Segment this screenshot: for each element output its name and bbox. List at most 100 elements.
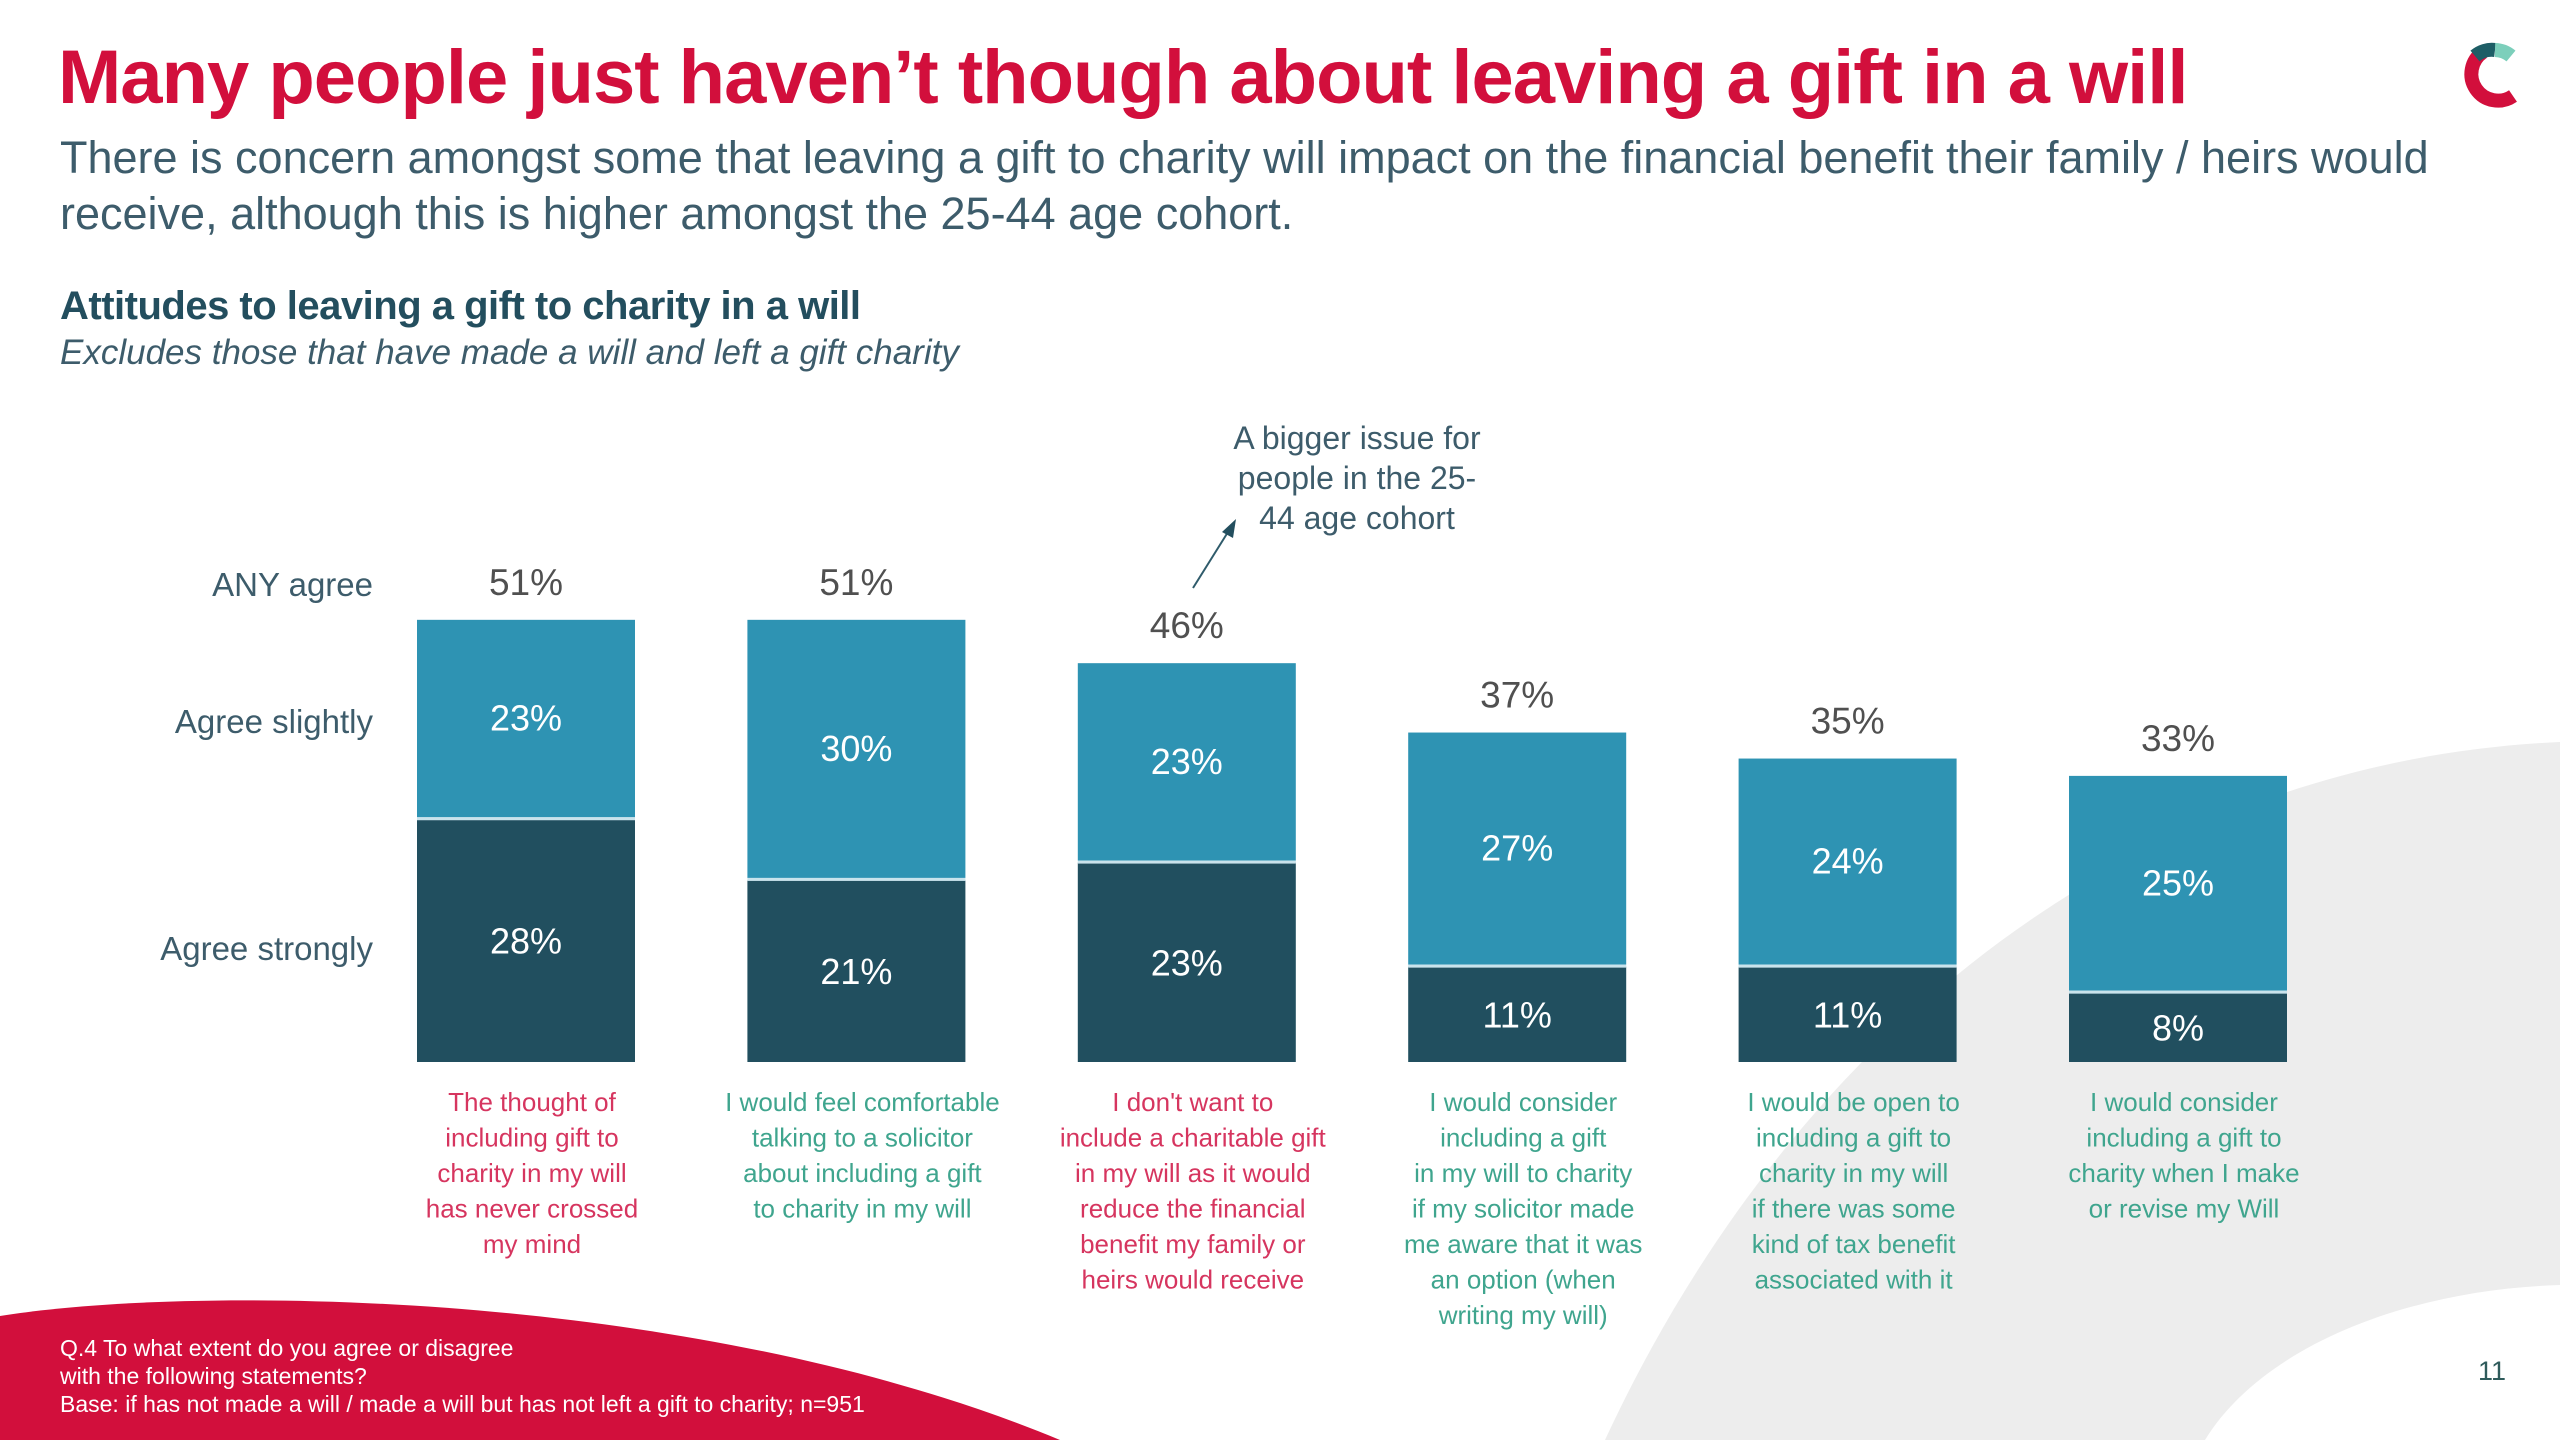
bar-group-4: 11% 27% 37% I would consider including a gif…	[1404, 675, 1642, 1330]
category-label-line: heirs would receive	[1082, 1265, 1305, 1295]
category-label: I don't want to include a charitable gift…	[1060, 1087, 1327, 1295]
bar-segment-agree-strongly	[1738, 966, 1957, 1062]
bar-segment-agree-slightly	[1077, 663, 1296, 861]
bar-segment-agree-slightly	[1408, 732, 1627, 965]
category-label-line: about including a gift	[743, 1158, 982, 1188]
footer-question-line-2: with the following statements?	[60, 1363, 367, 1389]
category-label-line: writing my will)	[1438, 1300, 1608, 1330]
category-label-line: including a gift to	[2086, 1123, 2281, 1153]
data-label-agree-slightly: 25%	[2142, 862, 2214, 903]
category-label-line: including a gift to	[1756, 1123, 1951, 1153]
bar-segment-agree-strongly	[1077, 862, 1296, 1062]
footer-red-arc	[0, 1300, 1060, 1440]
slide-subtitle: There is concern amongst some that leavi…	[60, 132, 2429, 239]
bar-segment-agree-strongly	[1408, 966, 1627, 1062]
bar-group-6: 8% 25% 33% I would consider including a gift…	[2068, 718, 2299, 1224]
logo-red-arc	[2464, 46, 2517, 108]
category-label-line: charity in my will	[1759, 1158, 1948, 1188]
bar-segment-agree-strongly	[747, 879, 966, 1062]
logo-light-segment	[2494, 43, 2516, 62]
category-label-line: charity in my will	[437, 1158, 626, 1188]
category-label-line: my mind	[483, 1229, 581, 1259]
annotation-line-1: A bigger issue for	[1233, 420, 1481, 456]
data-label-agree-slightly: 30%	[820, 728, 892, 769]
bar-segment-agree-slightly	[2069, 775, 2287, 991]
bar-segment-agree-slightly	[747, 619, 966, 878]
row-label-agree-slightly: Agree slightly	[175, 703, 374, 740]
slide-title: Many people just haven’t though about le…	[58, 35, 2188, 120]
data-label-agree-strongly: 8%	[2152, 1007, 2204, 1048]
annotation-arrowhead-icon	[1222, 519, 1236, 538]
footer-base: Base: if has not made a will / made a wi…	[60, 1391, 865, 1417]
data-label-agree-strongly: 11%	[1483, 994, 1552, 1035]
data-label-agree-strongly: 21%	[820, 951, 892, 992]
category-label-line: I would feel comfortable	[725, 1087, 1000, 1117]
segment-divider	[1408, 964, 1627, 968]
footer-note: Q.4 To what extent do you agree or disag…	[60, 1334, 865, 1418]
data-label-agree-slightly: 23%	[490, 698, 562, 739]
bar-segment-agree-slightly	[417, 619, 635, 818]
bars: 28% 23% 51% The thought of including gift to…	[417, 562, 2300, 1330]
data-label-agree-slightly: 23%	[1151, 741, 1223, 782]
category-label-line: kind of tax benefit	[1752, 1229, 1957, 1259]
data-label-agree-slightly: 24%	[1812, 841, 1884, 882]
category-label-line: charity when I make	[2068, 1158, 2299, 1188]
category-label-line: talking to a solicitor	[752, 1123, 973, 1153]
category-label-line: I don't want to	[1112, 1087, 1273, 1117]
category-label-line: in my will to charity	[1414, 1158, 1632, 1188]
page-number: 11	[2477, 1356, 2507, 1386]
category-label-line: I would consider	[2090, 1087, 2278, 1117]
chart-note: Excludes those that have made a will and…	[60, 333, 959, 372]
segment-divider	[417, 817, 635, 821]
c-ring-logo-icon	[2464, 42, 2517, 108]
chart-title: Attitudes to leaving a gift to charity i…	[60, 284, 861, 328]
bar-group-1: 28% 23% 51% The thought of including gift to…	[417, 562, 638, 1259]
category-label-line: including gift to	[445, 1123, 618, 1153]
data-label-any-agree: 35%	[1811, 701, 1885, 742]
data-label-agree-strongly: 11%	[1813, 994, 1882, 1035]
data-label-any-agree: 46%	[1150, 605, 1224, 646]
category-label: I would be open to including a gift to cha…	[1747, 1087, 1960, 1295]
bar-group-2: 21% 30% 51% I would feel comfortable talking…	[725, 562, 1000, 1224]
category-label-line: include a charitable gift	[1060, 1123, 1327, 1153]
data-label-any-agree: 51%	[819, 562, 893, 603]
segment-divider	[747, 877, 966, 881]
annotation: A bigger issue for people in the 25- 44 …	[1192, 420, 1481, 589]
category-label: The thought of including gift to charity i…	[426, 1087, 638, 1259]
segment-divider	[2069, 990, 2287, 994]
category-label-line: benefit my family or	[1080, 1229, 1306, 1259]
data-label-any-agree: 33%	[2141, 718, 2215, 759]
row-label-any-agree: ANY agree	[212, 566, 373, 603]
category-label-line: or revise my Will	[2089, 1194, 2280, 1224]
bar-segment-agree-strongly	[417, 819, 635, 1062]
category-label-line: reduce the financial	[1080, 1194, 1305, 1224]
segment-divider	[1077, 860, 1296, 864]
footer-question-line-1: Q.4 To what extent do you agree or disag…	[60, 1335, 514, 1361]
row-label-agree-strongly: Agree strongly	[160, 930, 373, 967]
category-label-line: I would be open to	[1747, 1087, 1960, 1117]
bar-group-5: 11% 24% 35% I would be open to including a g…	[1738, 701, 1960, 1295]
category-label-line: in my will as it would	[1075, 1158, 1311, 1188]
category-label-line: I would consider	[1429, 1087, 1617, 1117]
category-label: I would consider including a gift in my wi…	[1404, 1087, 1642, 1330]
category-label-line: an option (when	[1431, 1265, 1616, 1295]
category-label: I would feel comfortable talking to a sol…	[725, 1087, 1000, 1224]
data-label-any-agree: 37%	[1480, 675, 1554, 716]
category-label-line: has never crossed	[426, 1194, 638, 1224]
annotation-line-3: 44 age cohort	[1259, 500, 1455, 536]
data-label-any-agree: 51%	[489, 562, 563, 603]
data-label-agree-strongly: 23%	[1151, 942, 1223, 983]
bar-segment-agree-strongly	[2069, 992, 2287, 1062]
category-label-line: The thought of	[448, 1087, 616, 1117]
category-label-line: me aware that it was	[1404, 1229, 1642, 1259]
category-label-line: if my solicitor made	[1412, 1194, 1635, 1224]
logo-dark-segment	[2470, 42, 2496, 62]
background-gray-arc	[1605, 742, 2560, 1440]
bar-segment-agree-slightly	[1738, 758, 1957, 965]
data-label-agree-slightly: 27%	[1481, 828, 1553, 869]
annotation-arrow-line	[1192, 531, 1229, 589]
row-labels: ANY agree Agree slightly Agree strongly	[160, 566, 373, 967]
category-label: I would consider including a gift to chari…	[2068, 1087, 2299, 1224]
